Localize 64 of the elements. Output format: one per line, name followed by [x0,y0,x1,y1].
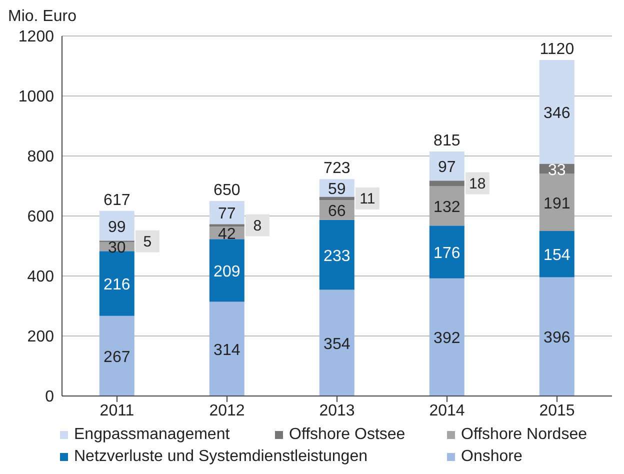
bar [539,174,574,231]
y-tick-label: 1000 [18,88,54,106]
legend-label: Offshore Nordsee [461,426,587,444]
data-label: 191 [544,195,570,212]
y-tick-label: 800 [27,148,54,166]
data-label: 233 [324,248,350,265]
x-tick-label: 2011 [100,402,134,420]
bar [319,290,354,396]
bar [429,180,464,186]
bar [429,152,464,181]
y-tick-label: 0 [45,388,54,406]
bar [209,302,244,396]
data-label: 97 [438,159,456,176]
y-axis-title: Mio. Euro [8,8,76,26]
total-label: 650 [214,182,240,199]
legend-label: Netzverluste und Systemdienstleistungen [74,448,368,466]
data-label: 209 [214,263,240,280]
bar [539,60,574,164]
bar [539,277,574,396]
data-label: 176 [434,245,460,262]
data-label: 267 [104,348,130,366]
data-label: 77 [218,206,236,223]
data-label: 18 [469,175,486,192]
data-label: 314 [214,342,240,359]
y-tick-label: 600 [27,208,54,226]
bar [319,220,354,290]
total-label: 723 [324,160,350,178]
data-label: 5 [143,233,152,250]
bar [99,316,134,396]
data-label: 8 [253,217,262,234]
x-tick-label: 2013 [319,402,355,420]
total-label: 815 [434,132,460,150]
bar [429,278,464,396]
bar [319,196,354,200]
data-label: 66 [328,203,346,220]
data-label: 99 [108,218,126,236]
data-label: 42 [218,226,236,243]
y-tick-label: 400 [27,268,54,286]
data-label: 396 [544,330,570,347]
data-label: 346 [544,104,570,122]
total-label: 617 [104,192,130,209]
legend-label: Engpassmanagement [74,426,230,444]
y-tick-label: 1200 [18,28,54,46]
bar [429,186,464,226]
data-label: 33 [548,162,566,179]
bar [209,201,244,224]
total-label: 1120 [540,41,574,58]
data-label: 59 [328,180,346,198]
data-label: 354 [324,336,350,353]
bar [429,226,464,278]
bar [209,239,244,302]
bar [539,231,574,278]
data-label: 132 [434,198,460,216]
data-label: 392 [434,330,460,348]
data-label: 216 [104,276,130,294]
data-label: 154 [544,247,570,264]
legend-label: Offshore Ostsee [289,426,406,444]
y-tick-label: 200 [27,328,54,346]
x-tick-label: 2012 [209,402,245,420]
data-label: 11 [360,190,376,208]
bar [99,251,134,316]
x-tick-label: 2014 [429,402,465,420]
legend-label: Onshore [461,448,522,466]
x-tick-label: 2015 [539,402,575,420]
